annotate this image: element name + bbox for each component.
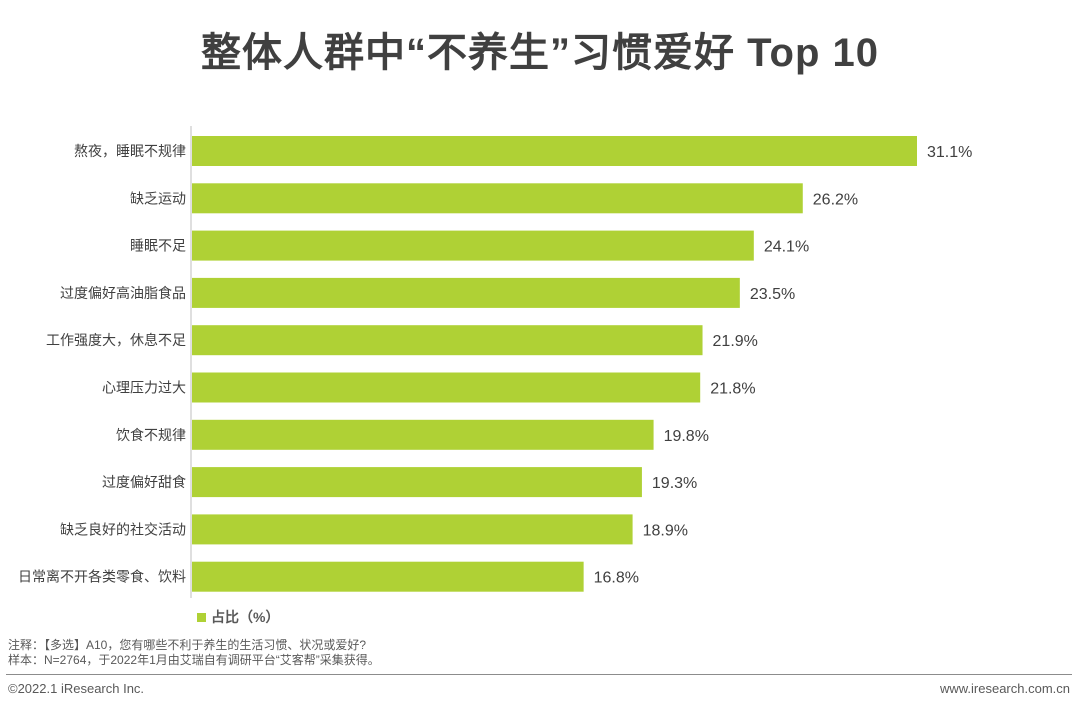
footnotes: 注释：【多选】A10，您有哪些不利于养生的生活习惯、状况或爱好? 样本：N=27… bbox=[8, 638, 380, 668]
data-label: 26.2% bbox=[813, 191, 858, 208]
bar bbox=[192, 277, 740, 308]
legend: 占比（%） bbox=[197, 607, 279, 627]
category-label: 过度偏好高油脂食品 bbox=[60, 285, 186, 301]
category-label: 工作强度大，休息不足 bbox=[46, 332, 186, 348]
chart-title: 整体人群中“不养生”习惯爱好 Top 10 bbox=[200, 31, 880, 75]
bar bbox=[192, 325, 703, 356]
category-label: 饮食不规律 bbox=[116, 427, 186, 443]
note-sample: 样本：N=2764，于2022年1月由艾瑞自有调研平台“艾客帮”采集获得。 bbox=[8, 653, 380, 667]
bar bbox=[192, 183, 803, 214]
data-label: 16.8% bbox=[594, 570, 639, 587]
bar bbox=[192, 372, 701, 403]
data-label: 19.8% bbox=[664, 428, 709, 445]
bar bbox=[192, 230, 754, 261]
category-label: 缺乏良好的社交活动 bbox=[60, 521, 186, 537]
category-label: 日常离不开各类零食、饮料 bbox=[18, 569, 186, 585]
copyright-text: ©2022.1 iResearch Inc. bbox=[8, 681, 145, 696]
bar-chart: 熬夜，睡眠不规律 31.1% 缺乏运动 26.2% 睡眠不足 24.1% 过度偏好高油脂食品… bbox=[18, 126, 972, 598]
data-label: 21.9% bbox=[713, 333, 758, 350]
data-label: 24.1% bbox=[764, 239, 809, 256]
website-link[interactable]: www.iresearch.com.cn bbox=[939, 681, 1070, 696]
data-label: 21.8% bbox=[710, 381, 755, 398]
category-label: 心理压力过大 bbox=[102, 380, 186, 396]
bar bbox=[192, 514, 633, 545]
category-label: 过度偏好甜食 bbox=[102, 474, 186, 490]
legend-swatch bbox=[197, 612, 206, 622]
category-label: 睡眠不足 bbox=[130, 238, 186, 254]
data-label: 18.9% bbox=[643, 522, 688, 539]
bar bbox=[192, 467, 642, 498]
bar bbox=[192, 419, 654, 450]
bar bbox=[192, 561, 584, 592]
data-label: 31.1% bbox=[927, 144, 972, 161]
footer-divider bbox=[6, 674, 1072, 675]
data-label: 23.5% bbox=[750, 286, 795, 303]
category-label: 缺乏运动 bbox=[130, 190, 186, 206]
legend-label: 占比（%） bbox=[211, 609, 280, 625]
category-label: 熬夜，睡眠不规律 bbox=[74, 143, 186, 159]
note-question: 注释：【多选】A10，您有哪些不利于养生的生活习惯、状况或爱好? bbox=[8, 638, 367, 652]
data-label: 19.3% bbox=[652, 475, 697, 492]
bar bbox=[192, 136, 917, 166]
